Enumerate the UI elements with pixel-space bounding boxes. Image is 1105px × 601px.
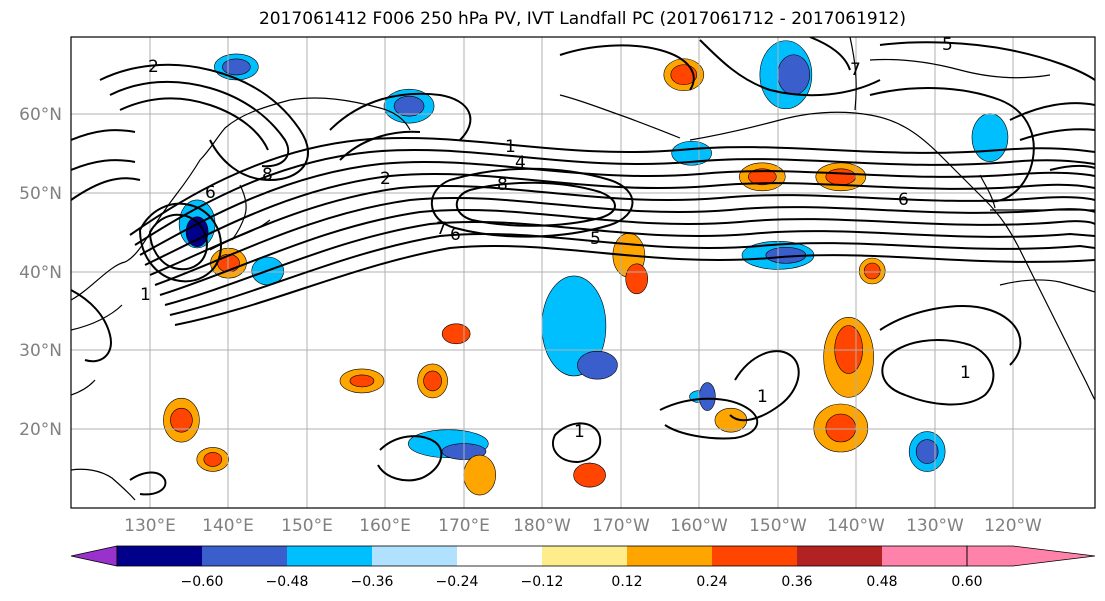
ivt-anomaly-region <box>625 263 649 295</box>
lon-label: 130°W <box>906 516 964 536</box>
ivt-anomaly-region <box>463 454 497 496</box>
colorbar-tick-label: 0.24 <box>696 574 727 590</box>
ivt-anomaly-region <box>393 95 425 117</box>
ivt-anomaly-region <box>423 370 442 392</box>
colorbar: −0.60 −0.48 −0.36 −0.24 −0.12 0.12 0.24 … <box>70 545 1096 590</box>
ivt-anomaly-region <box>441 323 471 345</box>
ivt-anomaly-region <box>971 113 1009 162</box>
colorbar-segment <box>712 546 797 566</box>
colorbar-tick-label: −0.36 <box>351 574 394 590</box>
contour-label-group: 2 6 8 6 7 7 4 5 2 1 8 6 5 1 1 1 1 <box>140 35 971 442</box>
lat-label: 40°N <box>19 263 62 283</box>
ivt-anomaly-region <box>203 452 223 467</box>
contour-label: 8 <box>497 175 508 195</box>
contour-label: 6 <box>205 183 216 203</box>
contour-label: 2 <box>148 57 159 77</box>
ivt-anomaly-region <box>222 58 251 76</box>
lat-label: 50°N <box>19 184 62 204</box>
colorbar-tick-label: 0.60 <box>951 574 982 590</box>
colorbar-left-extension <box>70 545 118 567</box>
contour-label: 6 <box>898 190 909 210</box>
contour-label: 7 <box>436 219 447 239</box>
map-frame <box>70 36 1096 509</box>
lon-label: 170°E <box>438 516 490 536</box>
ivt-anomaly-region <box>170 407 193 433</box>
contour-label: 4 <box>515 153 526 173</box>
contour-label: 1 <box>505 137 516 157</box>
colorbar-segment <box>797 546 882 566</box>
ivt-anomaly-region <box>670 64 698 86</box>
ivt-anomaly-region <box>777 54 811 96</box>
colorbar-tick-label: −0.24 <box>436 574 479 590</box>
lon-label: 170°W <box>592 516 650 536</box>
colorbar-tick-label: 0.48 <box>866 574 897 590</box>
longitude-labels: 130°E 140°E 150°E 160°E 170°E 180°W 170°… <box>124 516 1042 536</box>
colorbar-segment <box>882 546 967 566</box>
lon-label: 160°W <box>670 516 728 536</box>
contour-label: 5 <box>942 35 953 55</box>
colorbar-tick-label: −0.48 <box>266 574 309 590</box>
contour-label: 7 <box>850 60 861 80</box>
ivt-anomaly-region <box>825 168 857 186</box>
contour-label: 1 <box>757 387 768 407</box>
map-area: 2 6 8 6 7 7 4 5 2 1 8 6 5 1 1 1 1 <box>71 35 1095 508</box>
lat-label: 60°N <box>19 105 62 125</box>
ivt-anomaly-region <box>671 140 712 166</box>
lat-label: 30°N <box>19 341 62 361</box>
lat-label: 20°N <box>19 420 62 440</box>
gridlines <box>71 37 1095 508</box>
colorbar-segment <box>372 546 457 566</box>
colorbar-segment <box>202 546 287 566</box>
contour-label: 8 <box>262 165 273 185</box>
latitude-labels: 60°N 50°N 40°N 30°N 20°N <box>19 105 62 440</box>
contour-label: 1 <box>960 363 971 383</box>
colorbar-segment <box>627 546 712 566</box>
ivt-anomaly-region <box>915 439 939 464</box>
ivt-anomaly-region <box>699 382 716 411</box>
colorbar-tick-label: 0.12 <box>611 574 642 590</box>
lon-label: 160°E <box>359 516 411 536</box>
map-title: 2017061412 F006 250 hPa PV, IVT Landfall… <box>258 9 906 29</box>
colorbar-right-extension <box>966 545 1096 567</box>
contour-label: 1 <box>574 422 585 442</box>
lon-label: 130°E <box>124 516 176 536</box>
contour-label: 1 <box>140 285 151 305</box>
lon-label: 140°W <box>827 516 885 536</box>
ivt-anomaly-region <box>573 462 606 488</box>
colorbar-segment <box>542 546 627 566</box>
ivt-anomaly-region <box>349 374 375 388</box>
ivt-anomaly-region <box>185 216 209 248</box>
contour-label: 2 <box>380 169 391 189</box>
ivt-anomaly-region <box>577 350 618 380</box>
lon-label: 140°E <box>202 516 254 536</box>
ivt-anomaly-region <box>863 262 881 280</box>
ivt-anomaly-region <box>825 413 857 443</box>
contour-label: 5 <box>590 229 601 249</box>
colorbar-segment <box>117 546 202 566</box>
lon-label: 120°W <box>984 516 1042 536</box>
contour-label: 6 <box>450 225 461 245</box>
colorbar-tick-label: −0.60 <box>181 574 224 590</box>
colorbar-segment <box>287 546 372 566</box>
colorbar-frame <box>116 545 968 567</box>
lon-label: 150°E <box>281 516 333 536</box>
colorbar-tick-label: 0.36 <box>781 574 812 590</box>
colorbar-tick-label: −0.12 <box>521 574 564 590</box>
ivt-anomaly-region <box>747 168 777 186</box>
pv-contours <box>71 37 1095 496</box>
lon-label: 180°W <box>513 516 571 536</box>
lon-label: 150°W <box>749 516 807 536</box>
colorbar-segment <box>457 546 542 566</box>
